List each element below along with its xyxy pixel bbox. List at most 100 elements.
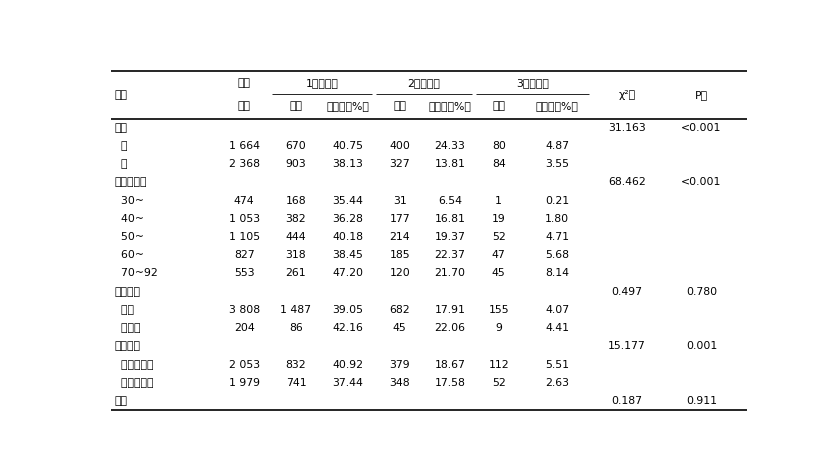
Text: 52: 52 xyxy=(492,378,505,388)
Text: 4.07: 4.07 xyxy=(544,305,568,315)
Text: 40.75: 40.75 xyxy=(332,141,363,151)
Text: 38.13: 38.13 xyxy=(332,159,363,169)
Text: 患病率（%）: 患病率（%） xyxy=(535,101,578,111)
Text: 2 368: 2 368 xyxy=(228,159,259,169)
Text: 382: 382 xyxy=(285,214,306,224)
Text: 185: 185 xyxy=(389,250,410,260)
Text: 70~92: 70~92 xyxy=(115,269,158,279)
Text: 112: 112 xyxy=(487,359,508,369)
Text: 1: 1 xyxy=(495,196,502,206)
Text: 60~: 60~ xyxy=(115,250,144,260)
Text: 17.91: 17.91 xyxy=(434,305,465,315)
Text: 例数: 例数 xyxy=(492,101,505,111)
Text: 17.58: 17.58 xyxy=(434,378,465,388)
Text: 45: 45 xyxy=(492,269,505,279)
Text: 348: 348 xyxy=(389,378,410,388)
Text: 50~: 50~ xyxy=(115,232,144,242)
Text: 903: 903 xyxy=(285,159,306,169)
Text: 68.462: 68.462 xyxy=(607,177,645,187)
Text: 0.21: 0.21 xyxy=(544,196,568,206)
Text: 19: 19 xyxy=(492,214,505,224)
Text: 人数: 人数 xyxy=(237,101,250,111)
Text: 214: 214 xyxy=(389,232,410,242)
Text: χ²值: χ²值 xyxy=(618,90,635,100)
Text: 0.497: 0.497 xyxy=(610,287,641,297)
Text: 204: 204 xyxy=(233,323,254,333)
Text: 1.80: 1.80 xyxy=(544,214,568,224)
Text: 6.54: 6.54 xyxy=(437,196,461,206)
Text: 16.81: 16.81 xyxy=(434,214,465,224)
Text: 474: 474 xyxy=(233,196,254,206)
Text: 36.28: 36.28 xyxy=(332,214,363,224)
Text: 18.67: 18.67 xyxy=(434,359,465,369)
Text: 30~: 30~ xyxy=(115,196,144,206)
Text: 168: 168 xyxy=(285,196,306,206)
Text: 男: 男 xyxy=(115,141,128,151)
Text: 379: 379 xyxy=(389,359,410,369)
Text: 5.68: 5.68 xyxy=(544,250,568,260)
Text: 8.14: 8.14 xyxy=(544,269,568,279)
Text: 155: 155 xyxy=(487,305,508,315)
Text: 39.05: 39.05 xyxy=(332,305,363,315)
Text: 4.87: 4.87 xyxy=(544,141,568,151)
Text: P值: P值 xyxy=(694,90,707,100)
Text: 4.41: 4.41 xyxy=(544,323,568,333)
Text: 性别: 性别 xyxy=(115,123,127,133)
Text: 2种慢性病: 2种慢性病 xyxy=(407,78,440,88)
Text: 80: 80 xyxy=(492,141,505,151)
Text: 调查: 调查 xyxy=(237,78,250,88)
Text: 261: 261 xyxy=(285,269,306,279)
Text: 327: 327 xyxy=(389,159,410,169)
Text: 1 105: 1 105 xyxy=(228,232,259,242)
Text: 1 664: 1 664 xyxy=(228,141,259,151)
Text: 553: 553 xyxy=(233,269,254,279)
Text: 42.16: 42.16 xyxy=(332,323,363,333)
Text: 22.37: 22.37 xyxy=(434,250,465,260)
Text: 3种慢性病: 3种慢性病 xyxy=(516,78,548,88)
Text: 0.911: 0.911 xyxy=(685,396,716,406)
Text: 非已婚: 非已婚 xyxy=(115,323,140,333)
Text: 45: 45 xyxy=(392,323,406,333)
Text: 总病率（%）: 总病率（%） xyxy=(428,101,471,111)
Text: 2.63: 2.63 xyxy=(544,378,568,388)
Text: 47.20: 47.20 xyxy=(332,269,363,279)
Text: 22.06: 22.06 xyxy=(434,323,465,333)
Text: 827: 827 xyxy=(233,250,254,260)
Text: 3 808: 3 808 xyxy=(228,305,259,315)
Text: 高中及以上: 高中及以上 xyxy=(115,378,154,388)
Text: <0.001: <0.001 xyxy=(681,123,721,133)
Text: 1 979: 1 979 xyxy=(228,378,259,388)
Text: 总患率（%）: 总患率（%） xyxy=(326,101,369,111)
Text: 女: 女 xyxy=(115,159,128,169)
Text: 741: 741 xyxy=(285,378,306,388)
Text: 0.001: 0.001 xyxy=(685,342,716,351)
Text: 1 053: 1 053 xyxy=(228,214,259,224)
Text: 400: 400 xyxy=(389,141,410,151)
Text: 35.44: 35.44 xyxy=(332,196,363,206)
Text: 1 487: 1 487 xyxy=(280,305,311,315)
Text: 已婚: 已婚 xyxy=(115,305,135,315)
Text: 24.33: 24.33 xyxy=(434,141,465,151)
Text: 84: 84 xyxy=(492,159,505,169)
Text: 444: 444 xyxy=(285,232,306,242)
Text: 文化程度: 文化程度 xyxy=(115,342,140,351)
Text: 120: 120 xyxy=(389,269,410,279)
Text: 21.70: 21.70 xyxy=(434,269,465,279)
Text: 31: 31 xyxy=(392,196,406,206)
Text: 19.37: 19.37 xyxy=(434,232,465,242)
Text: 项目: 项目 xyxy=(115,90,127,100)
Text: 5.51: 5.51 xyxy=(544,359,568,369)
Text: 177: 177 xyxy=(389,214,410,224)
Text: 31.163: 31.163 xyxy=(607,123,645,133)
Text: 15.177: 15.177 xyxy=(607,342,645,351)
Text: 1种慢性病: 1种慢性病 xyxy=(305,78,338,88)
Text: 4.71: 4.71 xyxy=(544,232,568,242)
Text: 670: 670 xyxy=(285,141,306,151)
Text: 0.187: 0.187 xyxy=(610,396,641,406)
Text: 86: 86 xyxy=(288,323,303,333)
Text: 682: 682 xyxy=(389,305,410,315)
Text: 37.44: 37.44 xyxy=(332,378,363,388)
Text: 47: 47 xyxy=(492,250,505,260)
Text: 13.81: 13.81 xyxy=(434,159,465,169)
Text: 初中及以下: 初中及以下 xyxy=(115,359,154,369)
